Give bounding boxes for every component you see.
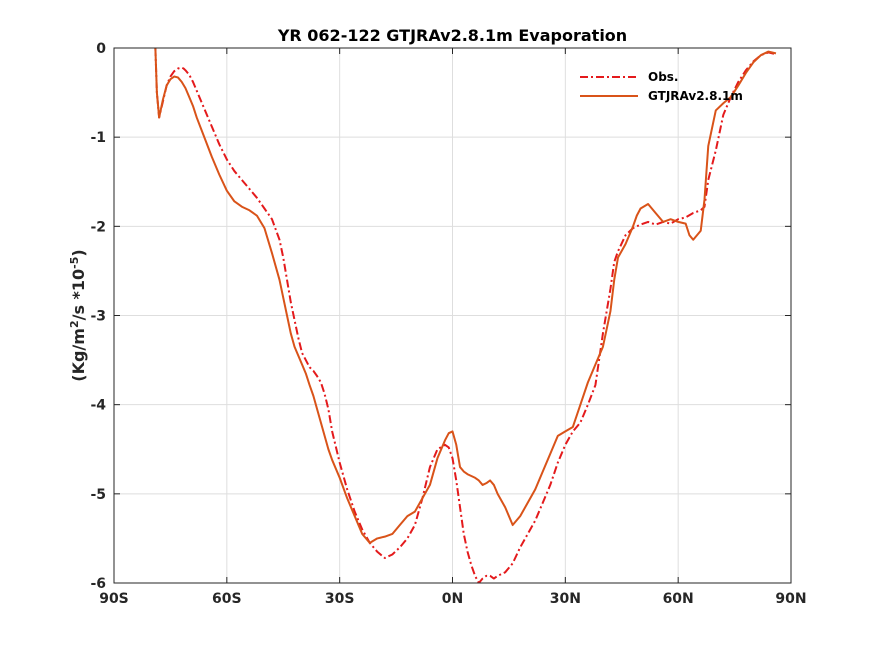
y-tick-label: -3 bbox=[90, 309, 106, 325]
legend-label-2: GTJRAv2.8.1m bbox=[648, 89, 743, 103]
y-axis-label-sup1: 2 bbox=[68, 320, 81, 328]
x-tick-label: 90N bbox=[775, 591, 806, 607]
x-tick-label: 0N bbox=[442, 591, 463, 607]
x-tick-label: 30S bbox=[325, 591, 355, 607]
y-axis-label-sup2: -5 bbox=[68, 257, 81, 269]
y-tick-label: 0 bbox=[96, 41, 106, 57]
ticks: 90S 60S 30S 0N 30N 60N 90N 0 -1 -2 -3 -4 -5 -6 bbox=[90, 41, 806, 607]
x-tick-label: 90S bbox=[99, 591, 129, 607]
y-tick-label: -6 bbox=[90, 576, 106, 592]
series-layer bbox=[154, 48, 777, 583]
series-line-1 bbox=[154, 48, 777, 583]
legend-label-1: Obs. bbox=[648, 70, 679, 84]
x-tick-label: 30N bbox=[550, 591, 581, 607]
y-tick-label: -1 bbox=[90, 130, 106, 146]
y-tick-label: -2 bbox=[90, 219, 106, 235]
y-tick-label: -4 bbox=[90, 398, 106, 414]
y-axis-label-prefix: (Kg/m bbox=[69, 328, 88, 382]
y-tick-label: -5 bbox=[90, 487, 106, 503]
x-tick-label: 60S bbox=[212, 591, 242, 607]
x-tick-label: 60N bbox=[663, 591, 694, 607]
y-axis-label-mid: /s *10 bbox=[69, 269, 88, 321]
y-axis-label-suffix: ) bbox=[69, 249, 88, 256]
legend: Obs. GTJRAv2.8.1m bbox=[580, 70, 743, 103]
series-line-2 bbox=[154, 48, 777, 544]
y-axis-label: (Kg/m2/s *10-5) bbox=[68, 249, 88, 381]
chart-title: YR 062-122 GTJRAv2.8.1m Evaporation bbox=[277, 26, 627, 45]
